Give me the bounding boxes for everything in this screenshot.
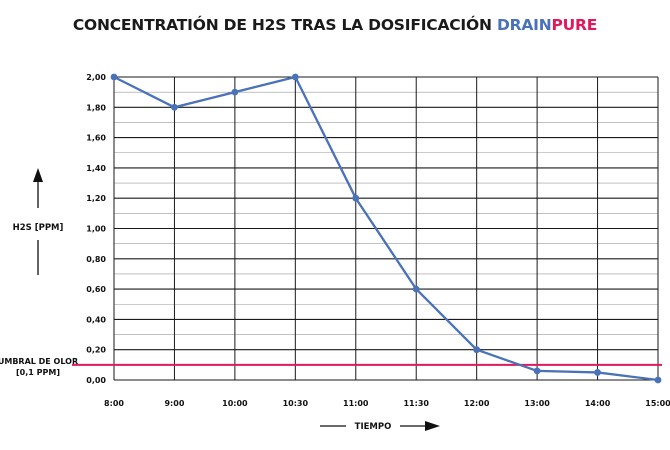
y-tick-label: 1,60	[86, 134, 106, 143]
x-tick-label: 9:00	[164, 399, 184, 408]
y-tick-label: 1,40	[86, 164, 106, 173]
x-tick-label: 15:00	[645, 399, 670, 408]
y-tick-label: 0,80	[86, 255, 106, 264]
data-point	[533, 367, 541, 375]
data-point	[594, 369, 601, 376]
data-point	[473, 346, 481, 354]
y-tick-label: 1,20	[86, 194, 106, 203]
x-axis-arrow-head	[425, 421, 440, 431]
x-tick-label: 11:00	[343, 399, 369, 408]
threshold-label-line2: [0,1 PPM]	[16, 368, 60, 377]
x-tick-label: 10:30	[283, 399, 309, 408]
x-tick-label: 11:30	[403, 399, 429, 408]
data-point	[110, 73, 118, 81]
y-tick-label: 0,60	[86, 285, 106, 294]
threshold-label-group: UMBRAL DE OLOR [0,1 PPM]	[0, 357, 78, 377]
chart-title-main: CONCENTRATIÓN DE H2S TRAS LA DOSIFICACIÓ…	[72, 16, 497, 34]
threshold-label-line1: UMBRAL DE OLOR	[0, 357, 78, 366]
y-tick-label: 0,20	[86, 346, 106, 355]
data-point	[412, 285, 420, 293]
y-tick-label: 1,80	[86, 103, 106, 112]
data-point	[352, 194, 360, 202]
chart-title-brand-drain: DRAIN	[496, 16, 552, 34]
chart-title-brand-pure: PURE	[551, 16, 598, 34]
y-tick-label: 0,40	[86, 315, 106, 324]
x-tick-label: 8:00	[104, 399, 124, 408]
y-tick-labels: 0,00 0,20 0,40 0,60 0,80 1,00 1,20 1,40 1,60 1,80…	[86, 73, 106, 385]
x-tick-labels: 8:00 9:00 10:00 10:30 11:00 11:30 12:00 13:00 14…	[104, 399, 670, 408]
x-tick-label: 14:00	[585, 399, 611, 408]
y-axis-arrow-head	[33, 168, 43, 182]
data-point	[291, 73, 299, 81]
chart-title: CONCENTRATIÓN DE H2S TRAS LA DOSIFICACIÓ…	[0, 16, 670, 34]
y-tick-label: 0,00	[86, 376, 106, 385]
y-axis-label-group: H2S [PPM]	[13, 168, 64, 275]
series-line	[113, 75, 659, 382]
data-point	[231, 88, 239, 96]
data-point	[654, 376, 662, 384]
data-point	[171, 103, 178, 111]
x-tick-label: 13:00	[524, 399, 550, 408]
grid-lines	[113, 76, 659, 381]
x-tick-label: 10:00	[222, 399, 248, 408]
y-tick-label: 1,00	[86, 225, 106, 234]
series-layer	[110, 73, 662, 384]
x-axis-label-group: TIEMPO	[320, 421, 440, 432]
y-axis-label: H2S [PPM]	[13, 223, 64, 233]
x-tick-label: 12:00	[464, 399, 490, 408]
y-tick-label: 2,00	[86, 73, 106, 82]
x-axis-label: TIEMPO	[355, 422, 392, 432]
